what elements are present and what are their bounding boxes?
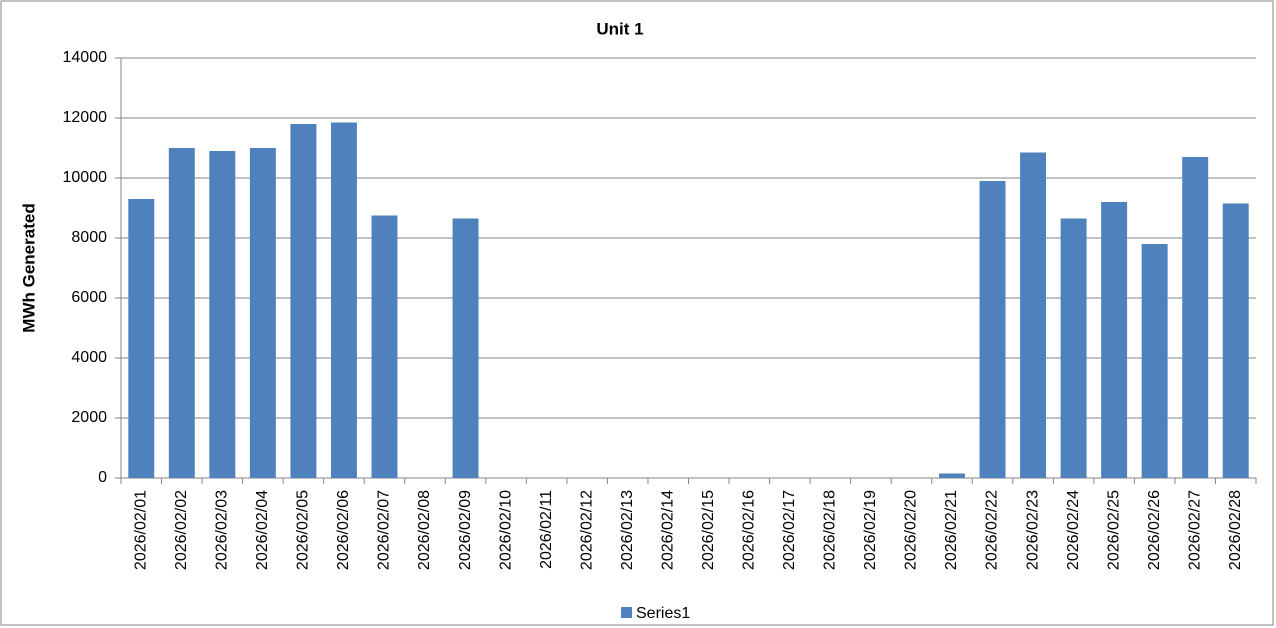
y-tick-label: 10000 xyxy=(63,169,108,186)
bar xyxy=(249,148,276,478)
bar xyxy=(939,473,965,478)
bar xyxy=(330,122,357,478)
x-tick-label: 2026/02/01 xyxy=(132,490,149,570)
bar xyxy=(209,151,236,478)
bar xyxy=(1060,218,1087,478)
x-tick-label: 2026/02/11 xyxy=(538,490,555,569)
bar xyxy=(290,124,317,478)
bar xyxy=(979,181,1006,478)
y-tick-label: 14000 xyxy=(63,49,108,66)
y-tick-label: 0 xyxy=(98,469,107,486)
x-tick-label: 2026/02/15 xyxy=(700,490,717,570)
bar xyxy=(1101,202,1128,478)
x-tick-label: 2026/02/20 xyxy=(903,490,920,570)
bar xyxy=(1141,244,1168,478)
x-tick-label: 2026/02/12 xyxy=(578,490,595,570)
bar xyxy=(168,148,195,478)
x-tick-label: 2026/02/28 xyxy=(1227,490,1244,570)
y-tick-label: 8000 xyxy=(71,229,107,246)
y-axis-label: MWh Generated xyxy=(19,203,38,332)
y-tick-label: 2000 xyxy=(71,409,107,426)
x-tick-label: 2026/02/23 xyxy=(1024,490,1041,570)
x-tick-label: 2026/02/25 xyxy=(1105,490,1122,570)
x-tick-label: 2026/02/13 xyxy=(619,490,636,570)
x-tick-label: 2026/02/16 xyxy=(741,490,758,570)
x-tick-label: 2026/02/22 xyxy=(984,490,1001,570)
x-tick-label: 2026/02/03 xyxy=(214,490,231,570)
y-tick-label: 6000 xyxy=(71,289,107,306)
x-tick-label: 2026/02/07 xyxy=(376,490,393,570)
bar xyxy=(1222,203,1249,478)
chart-title: Unit 1 xyxy=(596,19,643,38)
bar xyxy=(452,218,479,478)
x-tick-label: 2026/02/10 xyxy=(497,490,514,570)
x-tick-label: 2026/02/27 xyxy=(1186,490,1203,570)
x-tick-label: 2026/02/04 xyxy=(254,490,271,570)
x-tick-label: 2026/02/05 xyxy=(295,490,312,570)
y-tick-label: 4000 xyxy=(71,349,107,366)
x-tick-label: 2026/02/14 xyxy=(659,490,676,570)
x-tick-label: 2026/02/09 xyxy=(457,490,474,570)
x-tick-label: 2026/02/18 xyxy=(822,490,839,570)
x-tick-label: 2026/02/24 xyxy=(1065,490,1082,570)
bar xyxy=(371,215,398,478)
x-tick-label: 2026/02/21 xyxy=(943,490,960,570)
legend-swatch xyxy=(621,607,632,618)
x-tick-label: 2026/02/26 xyxy=(1146,490,1163,570)
x-tick-label: 2026/02/08 xyxy=(416,490,433,570)
x-tick-label: 2026/02/06 xyxy=(335,490,352,570)
x-tick-label: 2026/02/19 xyxy=(862,490,879,570)
y-tick-label: 12000 xyxy=(63,109,108,126)
bar xyxy=(128,199,155,478)
x-tick-label: 2026/02/02 xyxy=(173,490,190,570)
x-tick-label: 2026/02/17 xyxy=(781,490,798,570)
bar xyxy=(1182,157,1209,478)
legend-label: Series1 xyxy=(636,605,690,622)
bar xyxy=(1020,152,1047,478)
